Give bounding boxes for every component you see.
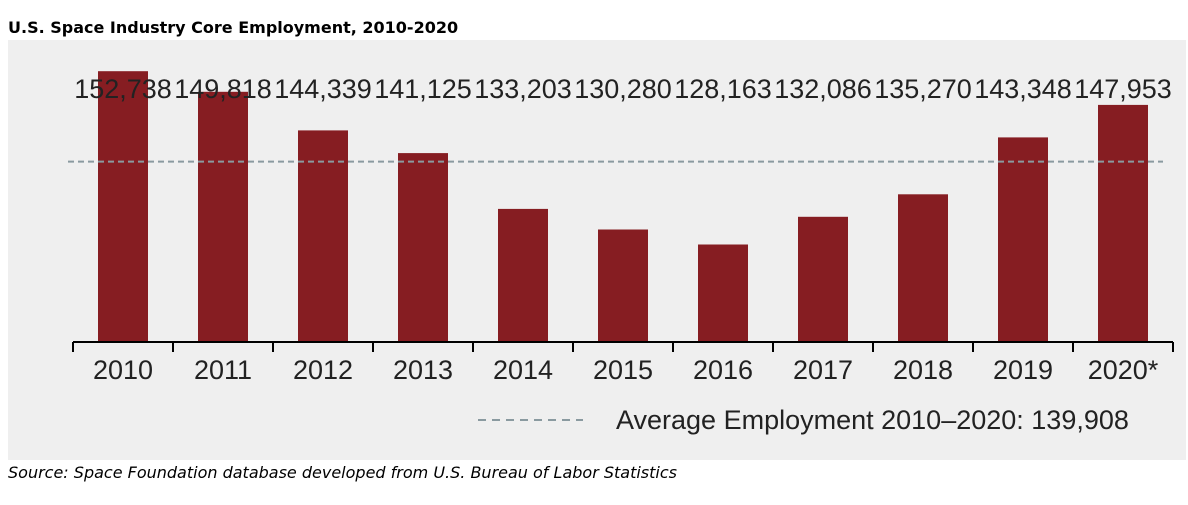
value-label-2014: 133,203: [474, 74, 572, 104]
value-labels-layer: 152,738 149,818 144,339 141,125 133,203 130,2…: [74, 74, 1172, 104]
bar-2013: [398, 153, 448, 342]
x-tick-label-2013: 2013: [393, 355, 453, 385]
x-tick-label-2015: 2015: [593, 355, 653, 385]
chart-panel: 152,738 149,818 144,339 141,125 133,203 130,2…: [8, 40, 1186, 460]
value-label-2013: 141,125: [374, 74, 472, 104]
bar-2016: [698, 244, 748, 342]
chart-title: U.S. Space Industry Core Employment, 201…: [8, 18, 459, 37]
x-tick-label-2018: 2018: [893, 355, 953, 385]
bar-2017: [798, 216, 848, 342]
value-label-2010: 152,738: [74, 74, 172, 104]
value-label-2019: 143,348: [974, 74, 1072, 104]
legend-label-average: Average Employment 2010–2020: 139,908: [616, 405, 1129, 435]
x-axis: 2010 2011 2012 2013 2014 2015 2016 2017 2018 2019…: [72, 341, 1174, 385]
bar-2020: [1098, 104, 1148, 343]
bar-2019: [998, 137, 1048, 342]
x-tick-label-2017: 2017: [793, 355, 853, 385]
value-label-2016: 128,163: [674, 74, 772, 104]
bar-2018: [898, 194, 948, 342]
value-label-2011: 149,818: [174, 74, 272, 104]
value-label-2018: 135,270: [874, 74, 972, 104]
value-label-2017: 132,086: [774, 74, 872, 104]
value-label-2015: 130,280: [574, 74, 672, 104]
x-tick-label-2016: 2016: [693, 355, 753, 385]
x-tick-label-2019: 2019: [993, 355, 1053, 385]
bar-2012: [298, 130, 348, 342]
value-label-2020: 147,953: [1074, 74, 1172, 104]
x-tick-label-2012: 2012: [293, 355, 353, 385]
x-tick-label-2011: 2011: [194, 355, 252, 385]
value-label-2012: 144,339: [274, 74, 372, 104]
bar-2014: [498, 208, 548, 342]
bar-2011: [198, 91, 248, 342]
bars-layer: [98, 71, 1148, 343]
bar-chart: 152,738 149,818 144,339 141,125 133,203 130,2…: [68, 71, 1174, 435]
legend: Average Employment 2010–2020: 139,908: [478, 405, 1129, 435]
bar-2010: [98, 71, 148, 342]
bar-2015: [598, 229, 648, 342]
x-tick-label-2020: 2020*: [1088, 355, 1159, 385]
x-tick-label-2014: 2014: [493, 355, 553, 385]
x-tick-label-2010: 2010: [93, 355, 153, 385]
source-note: Source: Space Foundation database develo…: [8, 463, 677, 482]
